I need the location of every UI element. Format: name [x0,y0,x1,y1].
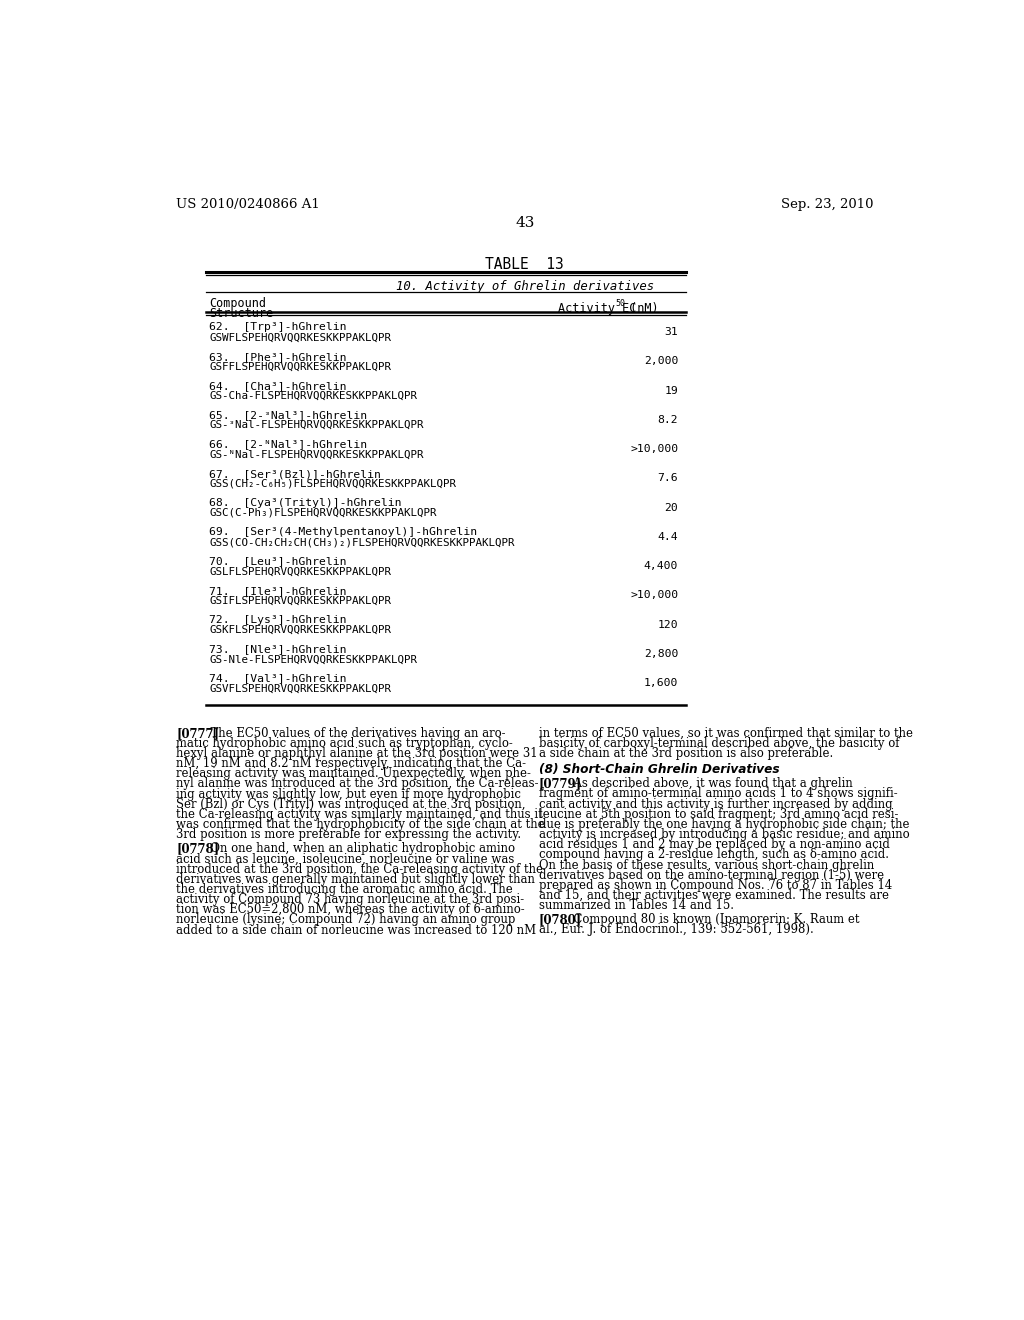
Text: GS-Nle-FLSPEHQRVQQRKESKKPPAKLQPR: GS-Nle-FLSPEHQRVQQRKESKKPPAKLQPR [209,655,418,664]
Text: 71.  [Ile³]-hGhrelin: 71. [Ile³]-hGhrelin [209,586,347,595]
Text: As described above, it was found that a ghrelin: As described above, it was found that a … [566,777,853,791]
Text: al., Eur. J. of Endocrinol., 139: 552-561, 1998).: al., Eur. J. of Endocrinol., 139: 552-56… [539,924,813,936]
Text: 2,000: 2,000 [644,356,678,366]
Text: 31: 31 [665,327,678,337]
Text: 50: 50 [615,300,626,309]
Text: On the basis of these results, various short-chain ghrelin: On the basis of these results, various s… [539,858,874,871]
Text: 72.  [Lys³]-hGhrelin: 72. [Lys³]-hGhrelin [209,615,347,624]
Text: Compound 80 is known (Ipamorerin; K. Raum et: Compound 80 is known (Ipamorerin; K. Rau… [566,913,859,927]
Text: in terms of EC50 values, so it was confirmed that similar to the: in terms of EC50 values, so it was confi… [539,726,912,739]
Text: 69.  [Ser³(4-Methylpentanoyl)]-hGhrelin: 69. [Ser³(4-Methylpentanoyl)]-hGhrelin [209,527,477,537]
Text: >10,000: >10,000 [630,590,678,601]
Text: GS-Cha-FLSPEHQRVQQRKESKKPPAKLQPR: GS-Cha-FLSPEHQRVQQRKESKKPPAKLQPR [209,391,418,401]
Text: GSWFLSPEHQRVQQRKESKKPPAKLQPR: GSWFLSPEHQRVQQRKESKKPPAKLQPR [209,333,391,342]
Text: 70.  [Leu³]-hGhrelin: 70. [Leu³]-hGhrelin [209,557,347,566]
Text: 73.  [Nle³]-hGhrelin: 73. [Nle³]-hGhrelin [209,644,347,655]
Text: Sep. 23, 2010: Sep. 23, 2010 [781,198,873,211]
Text: [0777]: [0777] [176,726,219,739]
Text: compound having a 2-residue length, such as δ-amino acid.: compound having a 2-residue length, such… [539,849,889,862]
Text: nM, 19 nM and 8.2 nM respectively, indicating that the Ca-: nM, 19 nM and 8.2 nM respectively, indic… [176,758,526,770]
Text: [0778]: [0778] [176,842,219,855]
Text: GSS(CH₂-C₆H₅)FLSPEHQRVQQRKESKKPPAKLQPR: GSS(CH₂-C₆H₅)FLSPEHQRVQQRKESKKPPAKLQPR [209,479,457,488]
Text: basicity of carboxyl-terminal described above, the basicity of: basicity of carboxyl-terminal described … [539,737,899,750]
Text: 19: 19 [665,385,678,396]
Text: prepared as shown in Compound Nos. 76 to 87 in Tables 14: prepared as shown in Compound Nos. 76 to… [539,879,892,892]
Text: 1,600: 1,600 [644,678,678,688]
Text: fragment of amino-terminal amino acids 1 to 4 shows signifi-: fragment of amino-terminal amino acids 1… [539,788,897,800]
Text: [0779]: [0779] [539,777,582,791]
Text: acid such as leucine, isoleucine, norleucine or valine was: acid such as leucine, isoleucine, norleu… [176,853,514,866]
Text: 65.  [2-ᵌNal³]-hGhrelin: 65. [2-ᵌNal³]-hGhrelin [209,411,368,420]
Text: 64.  [Cha³]-hGhrelin: 64. [Cha³]-hGhrelin [209,381,347,391]
Text: GSLFLSPEHQRVQQRKESKKPPAKLQPR: GSLFLSPEHQRVQQRKESKKPPAKLQPR [209,566,391,577]
Text: leucine at 5th position to said fragment; 3rd amino acid resi-: leucine at 5th position to said fragment… [539,808,898,821]
Text: the derivatives introducing the aromatic amino acid. The: the derivatives introducing the aromatic… [176,883,513,896]
Text: 3rd position is more preferable for expressing the activity.: 3rd position is more preferable for expr… [176,829,521,841]
Text: (nM): (nM) [624,302,658,314]
Text: 8.2: 8.2 [657,414,678,425]
Text: 120: 120 [657,619,678,630]
Text: cant activity and this activity is further increased by adding: cant activity and this activity is furth… [539,797,892,810]
Text: ing activity was slightly low, but even if more hydrophobic: ing activity was slightly low, but even … [176,788,521,801]
Text: hexyl alanine or naphthyl alanine at the 3rd position were 31: hexyl alanine or naphthyl alanine at the… [176,747,538,760]
Text: nyl alanine was introduced at the 3rd position, the Ca-releas-: nyl alanine was introduced at the 3rd po… [176,777,539,791]
Text: derivatives based on the amino-terminal region (1-5) were: derivatives based on the amino-terminal … [539,869,884,882]
Text: introduced at the 3rd position, the Ca-releasing activity of the: introduced at the 3rd position, the Ca-r… [176,863,543,875]
Text: tion was EC50=2,800 nM, whereas the activity of 6-amino-: tion was EC50=2,800 nM, whereas the acti… [176,903,524,916]
Text: GS-ᴺNal-FLSPEHQRVQQRKESKKPPAKLQPR: GS-ᴺNal-FLSPEHQRVQQRKESKKPPAKLQPR [209,449,424,459]
Text: matic hydrophobic amino acid such as tryptophan, cyclo-: matic hydrophobic amino acid such as try… [176,737,513,750]
Text: 67.  [Ser³(Bzl)]-hGhrelin: 67. [Ser³(Bzl)]-hGhrelin [209,469,381,479]
Text: and 15, and their activities were examined. The results are: and 15, and their activities were examin… [539,890,889,902]
Text: GSKFLSPEHQRVQQRKESKKPPAKLQPR: GSKFLSPEHQRVQQRKESKKPPAKLQPR [209,626,391,635]
Text: summarized in Tables 14 and 15.: summarized in Tables 14 and 15. [539,899,734,912]
Text: GSFFLSPEHQRVQQRKESKKPPAKLQPR: GSFFLSPEHQRVQQRKESKKPPAKLQPR [209,362,391,372]
Text: GS-ᵌNal-FLSPEHQRVQQRKESKKPPAKLQPR: GS-ᵌNal-FLSPEHQRVQQRKESKKPPAKLQPR [209,420,424,430]
Text: >10,000: >10,000 [630,444,678,454]
Text: the Ca-releasing activity was similarly maintained, and thus it: the Ca-releasing activity was similarly … [176,808,543,821]
Text: The EC50 values of the derivatives having an aro-: The EC50 values of the derivatives havin… [204,726,506,739]
Text: releasing activity was maintained. Unexpectedly, when phe-: releasing activity was maintained. Unexp… [176,767,530,780]
Text: 62.  [Trp³]-hGhrelin: 62. [Trp³]-hGhrelin [209,322,347,333]
Text: norleucine (lysine; Compound 72) having an amino group: norleucine (lysine; Compound 72) having … [176,913,515,927]
Text: 63.  [Phe³]-hGhrelin: 63. [Phe³]-hGhrelin [209,351,347,362]
Text: 66.  [2-ᴺNal³]-hGhrelin: 66. [2-ᴺNal³]-hGhrelin [209,440,368,449]
Text: Structure: Structure [209,308,273,319]
Text: acid residues 1 and 2 may be replaced by a non-amino acid: acid residues 1 and 2 may be replaced by… [539,838,890,851]
Text: (8) Short-Chain Ghrelin Derivatives: (8) Short-Chain Ghrelin Derivatives [539,763,779,776]
Text: due is preferably the one having a hydrophobic side chain; the: due is preferably the one having a hydro… [539,818,909,832]
Text: 74.  [Val³]-hGhrelin: 74. [Val³]-hGhrelin [209,673,347,684]
Text: activity is increased by introducing a basic residue; and amino: activity is increased by introducing a b… [539,828,909,841]
Text: GSVFLSPEHQRVQQRKESKKPPAKLQPR: GSVFLSPEHQRVQQRKESKKPPAKLQPR [209,684,391,693]
Text: 7.6: 7.6 [657,474,678,483]
Text: a side chain at the 3rd position is also preferable.: a side chain at the 3rd position is also… [539,747,833,760]
Text: 20: 20 [665,503,678,512]
Text: GSIFLSPEHQRVQQRKESKKPPAKLQPR: GSIFLSPEHQRVQQRKESKKPPAKLQPR [209,595,391,606]
Text: 68.  [Cya³(Trityl)]-hGhrelin: 68. [Cya³(Trityl)]-hGhrelin [209,498,401,508]
Text: 4.4: 4.4 [657,532,678,541]
Text: 10. Activity of Ghrelin derivatives: 10. Activity of Ghrelin derivatives [395,280,654,293]
Text: 43: 43 [515,216,535,230]
Text: US 2010/0240866 A1: US 2010/0240866 A1 [176,198,319,211]
Text: activity of Compound 73 having norleucine at the 3rd posi-: activity of Compound 73 having norleucin… [176,894,524,906]
Text: 2,800: 2,800 [644,649,678,659]
Text: Compound: Compound [209,297,266,310]
Text: GSC(C-Ph₃)FLSPEHQRVQQRKESKKPPAKLQPR: GSC(C-Ph₃)FLSPEHQRVQQRKESKKPPAKLQPR [209,508,437,517]
Text: On one hand, when an aliphatic hydrophobic amino: On one hand, when an aliphatic hydrophob… [204,842,515,855]
Text: added to a side chain of norleucine was increased to 120 nM: added to a side chain of norleucine was … [176,924,537,937]
Text: TABLE  13: TABLE 13 [485,257,564,272]
Text: [0780]: [0780] [539,913,582,927]
Text: GSS(CO-CH₂CH₂CH(CH₃)₂)FLSPEHQRVQQRKESKKPPAKLQPR: GSS(CO-CH₂CH₂CH(CH₃)₂)FLSPEHQRVQQRKESKKP… [209,537,515,548]
Text: derivatives was generally maintained but slightly lower than: derivatives was generally maintained but… [176,873,535,886]
Text: Activity EC: Activity EC [558,302,637,314]
Text: Ser (Bzl) or Cys (Trityl) was introduced at the 3rd position,: Ser (Bzl) or Cys (Trityl) was introduced… [176,797,525,810]
Text: was confirmed that the hydrophobicity of the side chain at the: was confirmed that the hydrophobicity of… [176,818,545,832]
Text: 4,400: 4,400 [644,561,678,572]
